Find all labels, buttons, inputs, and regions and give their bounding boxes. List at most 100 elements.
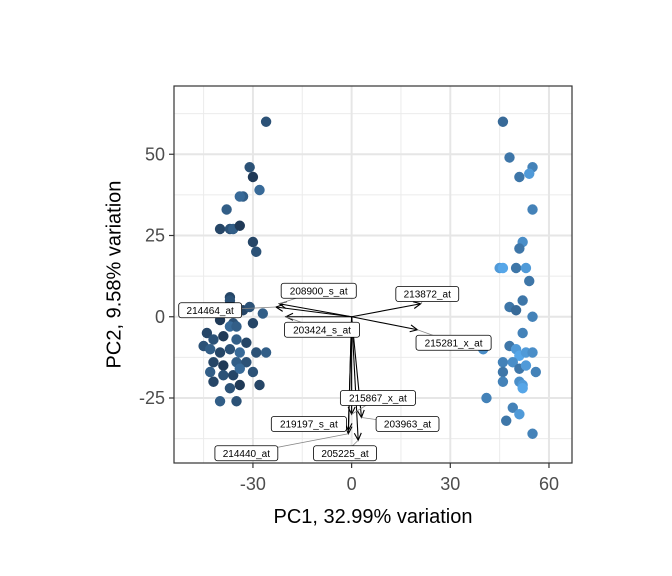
loading-label-box	[284, 321, 360, 338]
data-point	[520, 262, 532, 274]
data-point	[214, 396, 226, 407]
x-tick-label: 0	[347, 474, 357, 494]
data-point	[517, 383, 528, 394]
data-point	[510, 262, 522, 274]
x-axis-title: PC1, 32.99% variation	[273, 506, 472, 528]
y-tick-label: 0	[155, 307, 165, 327]
loading-label-box	[270, 416, 347, 432]
data-point	[257, 308, 269, 319]
data-point	[247, 171, 259, 183]
sample-points	[198, 116, 542, 439]
data-point	[507, 357, 518, 368]
data-point	[497, 116, 509, 127]
loading-arrow-shaft	[351, 303, 421, 318]
loading-label: 214464_at	[187, 306, 234, 317]
data-point	[254, 379, 265, 391]
x-tick-label: 60	[539, 474, 559, 494]
loading-label-box	[339, 390, 416, 406]
data-point	[241, 357, 252, 368]
axes: -30 0 30 60 -25 0 25 50	[139, 144, 559, 494]
loading-label: 215281_x_at	[425, 338, 483, 349]
data-point	[497, 262, 509, 274]
data-point	[241, 337, 252, 348]
loading-arrow-shaft	[275, 306, 352, 318]
data-point	[530, 366, 542, 378]
data-point	[527, 311, 538, 322]
loading-label: 215867_x_at	[349, 394, 407, 405]
x-tick-label: -30	[240, 474, 266, 494]
y-tick-label: -25	[139, 388, 165, 408]
data-point	[497, 366, 509, 378]
data-point	[208, 334, 219, 345]
data-point	[204, 344, 216, 355]
data-point	[214, 223, 226, 235]
data-point	[234, 379, 245, 391]
loading-label: 214440_at	[223, 449, 270, 460]
data-point	[234, 363, 245, 374]
loading-label-box	[178, 302, 243, 319]
data-point	[517, 327, 528, 339]
data-point	[247, 366, 259, 378]
data-point	[231, 321, 242, 332]
loading-label-box	[313, 445, 377, 462]
data-point	[204, 366, 216, 378]
data-point	[254, 184, 265, 196]
loading-label-box	[280, 282, 357, 299]
data-point	[247, 236, 259, 248]
data-point	[231, 334, 242, 345]
loading-label: 219197_s_at	[280, 420, 338, 431]
data-point	[244, 162, 255, 173]
data-point	[501, 415, 512, 426]
data-point	[201, 327, 213, 339]
data-point	[514, 171, 525, 183]
loading-label: 213872_at	[404, 290, 451, 301]
data-point	[208, 376, 219, 387]
loading-arrow-shaft	[279, 303, 352, 318]
data-point	[514, 409, 525, 420]
data-point	[214, 347, 226, 358]
loading-label: 203963_at	[384, 420, 431, 431]
loading-label-box	[375, 416, 440, 432]
data-point	[524, 168, 535, 179]
y-tick-label: 50	[145, 144, 165, 164]
data-point	[218, 360, 229, 371]
data-point	[497, 357, 509, 368]
data-point	[231, 396, 242, 407]
data-point	[504, 152, 515, 163]
data-point	[224, 344, 236, 355]
y-axis-title: PC2, 9.58% variation	[103, 181, 125, 369]
data-point	[247, 318, 259, 329]
loading-label: 203424_s_at	[293, 325, 351, 336]
panel-border	[173, 85, 573, 464]
data-point	[208, 357, 219, 368]
data-point	[527, 428, 538, 439]
loading-label-box	[395, 286, 460, 302]
x-tick-label: 30	[440, 474, 460, 494]
data-point	[234, 347, 245, 358]
data-point	[260, 347, 272, 358]
data-point	[524, 275, 535, 287]
data-point	[517, 295, 528, 306]
data-point	[234, 191, 245, 202]
data-point	[260, 116, 272, 127]
data-point	[527, 204, 538, 215]
data-point	[228, 370, 239, 381]
data-point	[244, 301, 255, 313]
data-point	[221, 204, 232, 215]
data-point	[520, 360, 532, 371]
data-point	[507, 402, 518, 413]
loading-label-box	[415, 334, 492, 351]
loading-label-box	[214, 445, 279, 462]
data-point	[514, 243, 525, 254]
data-point	[251, 246, 262, 257]
loading-label: 208900_s_at	[290, 286, 348, 297]
data-point	[218, 370, 229, 381]
data-point	[510, 305, 522, 316]
loading-arrow-shaft	[351, 316, 418, 331]
data-point	[251, 347, 262, 358]
data-point	[218, 331, 229, 342]
data-point	[527, 347, 538, 358]
data-point	[234, 220, 245, 231]
data-point	[497, 376, 509, 387]
